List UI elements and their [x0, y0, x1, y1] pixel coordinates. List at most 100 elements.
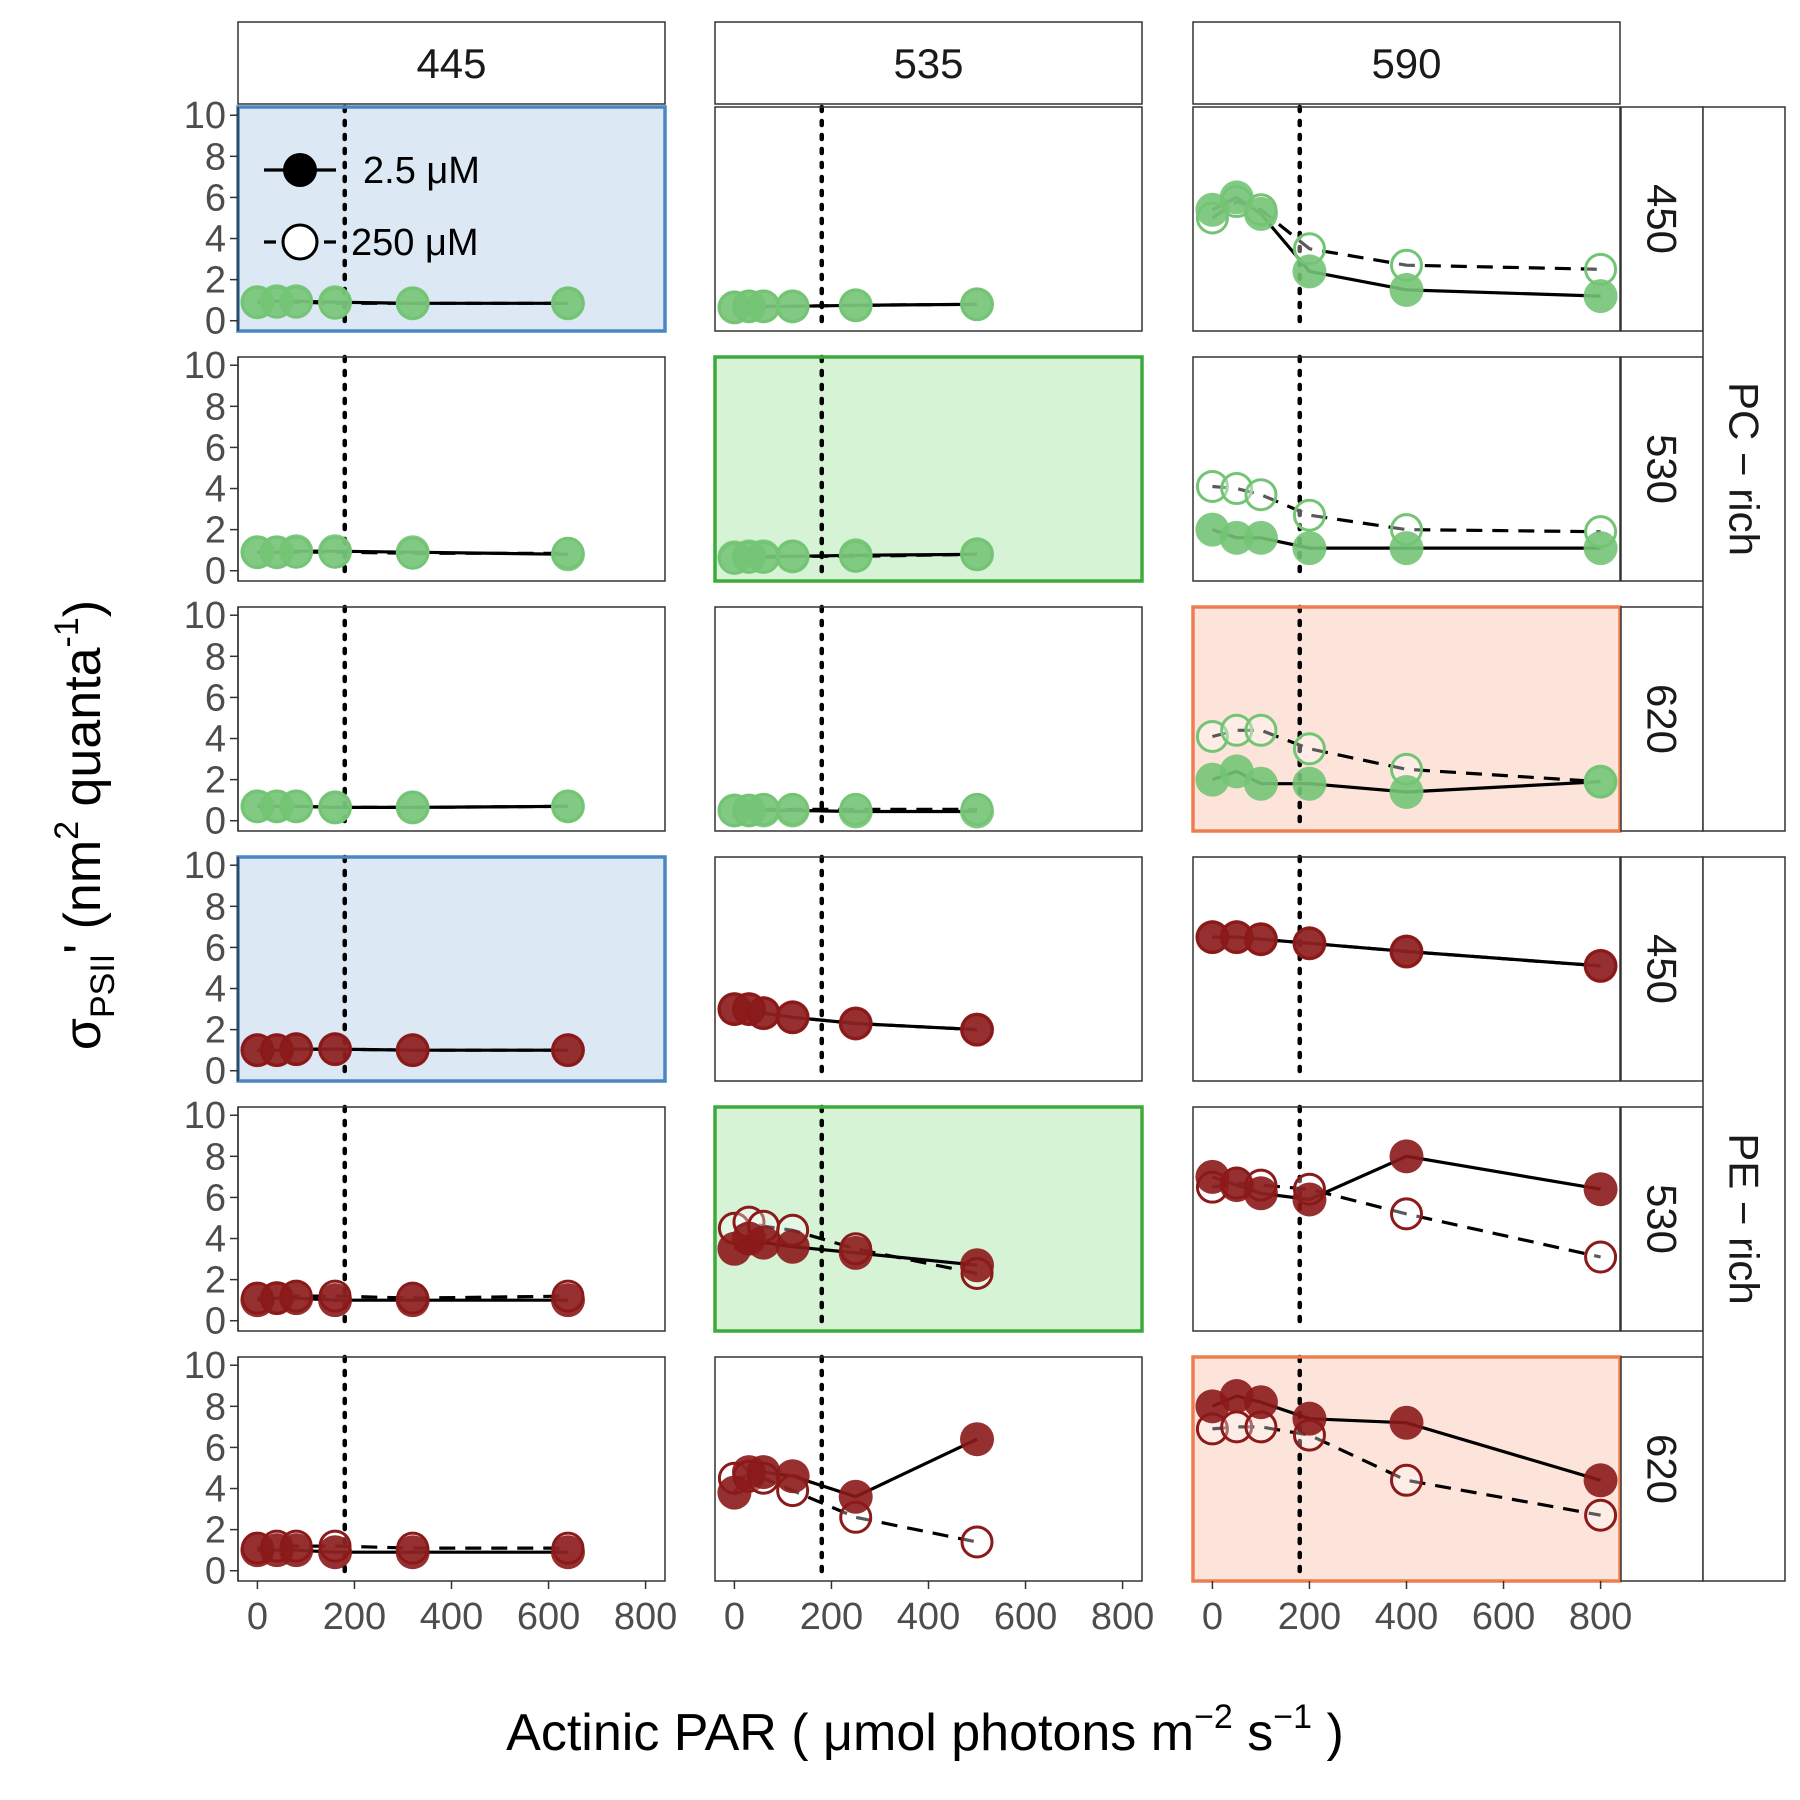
- y-tick-label: 0: [205, 301, 226, 343]
- panel-r3-c1: [714, 854, 1143, 1084]
- x-axis-label-sup1: −2: [1194, 1698, 1233, 1736]
- x-axis: 0 200 400 600 800: [1202, 1581, 1632, 1638]
- y-tick-label: 0: [205, 1301, 226, 1343]
- panel-r5-c2: 0 200 400 600 800: [1191, 1354, 1632, 1638]
- point-2-5uM: [1219, 180, 1254, 215]
- point-2-5uM: [1389, 934, 1424, 969]
- series-line-250uM: [257, 1544, 568, 1550]
- point-2-5uM: [550, 286, 585, 321]
- point-2-5uM: [1583, 1463, 1618, 1498]
- point-2-5uM: [279, 1533, 314, 1568]
- point-2-5uM: [1292, 1182, 1327, 1217]
- x-axis-label: Actinic PAR ( μmol photons m−2 s−1 ): [506, 1698, 1344, 1762]
- row-strip-box: [1620, 1356, 1704, 1582]
- y-axis-label-rest: ' (nm: [54, 840, 112, 954]
- y-tick-label: 10: [184, 345, 226, 387]
- x-tick-label: 200: [1278, 1596, 1341, 1638]
- column-strip-box: [237, 21, 666, 105]
- point-2-5uM: [960, 1422, 995, 1457]
- point-2-5uM: [395, 1535, 430, 1570]
- point-2-5uM: [746, 1225, 781, 1260]
- point-2-5uM: [1292, 531, 1327, 566]
- point-2-5uM: [775, 1229, 810, 1264]
- panel-border: [714, 856, 1143, 1082]
- row-strip-5: 620: [1620, 1356, 1704, 1582]
- y-axis-label-mid: quanta: [54, 647, 112, 821]
- x-tick-label: 800: [614, 1596, 677, 1638]
- point-2-5uM: [279, 1281, 314, 1316]
- y-tick-label: 6: [205, 1177, 226, 1219]
- point-2-5uM: [279, 789, 314, 824]
- point-2-5uM: [1583, 948, 1618, 983]
- x-tick-label: 0: [1202, 1596, 1223, 1638]
- panel-r1-c2: [1192, 354, 1621, 584]
- legend-entry-0: 2.5 μM: [264, 150, 480, 192]
- point-250uM: [1220, 472, 1254, 506]
- point-2-5uM: [395, 1033, 430, 1068]
- point-2-5uM: [746, 289, 781, 324]
- group-strip-box: [1702, 106, 1786, 832]
- y-tick-label: 2: [205, 1010, 226, 1052]
- y-axis-label-sup1: 2: [48, 821, 86, 840]
- point-250uM: [1220, 713, 1254, 747]
- legend: 2.5 μM 250 μM: [264, 150, 480, 264]
- x-tick-label: 800: [1569, 1596, 1632, 1638]
- row-strip-1: 530: [1620, 356, 1704, 582]
- row-strip-2: 620: [1620, 606, 1704, 832]
- x-tick-label: 400: [897, 1596, 960, 1638]
- group-strip-0: PC − rich: [1702, 106, 1786, 832]
- y-tick-label: 6: [205, 177, 226, 219]
- point-2-5uM: [1219, 920, 1254, 955]
- column-strip-label: 535: [893, 40, 963, 87]
- x-axis-label-sup2: −1: [1273, 1698, 1312, 1736]
- point-2-5uM: [550, 1535, 585, 1570]
- panel-border: [1191, 605, 1622, 833]
- point-2-5uM: [279, 284, 314, 319]
- x-tick-label: 200: [323, 1596, 386, 1638]
- point-2-5uM: [1389, 1405, 1424, 1440]
- y-tick-label: 4: [205, 1219, 226, 1261]
- y-tick-label: 6: [205, 427, 226, 469]
- y-tick-label: 0: [205, 1551, 226, 1593]
- point-2-5uM: [395, 1283, 430, 1318]
- column-strip-box: [714, 21, 1143, 105]
- point-2-5uM: [1583, 764, 1618, 799]
- y-tick-label: 8: [205, 886, 226, 928]
- point-250uM: [1244, 478, 1278, 512]
- panel-background: [715, 607, 1142, 831]
- x-axis-label-main: Actinic PAR ( μmol photons m: [506, 1704, 1194, 1762]
- point-2-5uM: [1195, 920, 1230, 955]
- column-strip-label: 445: [416, 40, 486, 87]
- row-strip-4: 530: [1620, 1106, 1704, 1332]
- point-2-5uM: [1583, 531, 1618, 566]
- y-tick-label: 2: [205, 760, 226, 802]
- panel-highlight-background: [715, 1107, 1142, 1331]
- y-tick-label: 6: [205, 927, 226, 969]
- point-250uM: [1584, 1240, 1618, 1274]
- point-250uM: [1584, 1498, 1618, 1532]
- y-tick-label: 4: [205, 969, 226, 1011]
- point-2-5uM: [395, 790, 430, 825]
- y-tick-label: 6: [205, 677, 226, 719]
- point-2-5uM: [1243, 766, 1278, 801]
- point-2-5uM: [1292, 926, 1327, 961]
- point-2-5uM: [318, 790, 353, 825]
- point-250uM: [1244, 713, 1278, 747]
- point-2-5uM: [550, 537, 585, 572]
- point-2-5uM: [550, 1033, 585, 1068]
- point-2-5uM: [838, 794, 873, 829]
- point-2-5uM: [775, 289, 810, 324]
- panel-r0-c1: [714, 104, 1143, 334]
- y-tick-label: 2: [205, 1260, 226, 1302]
- panel-border: [1192, 106, 1621, 332]
- y-tick-label: 10: [184, 1345, 226, 1387]
- point-2-5uM: [318, 534, 353, 569]
- point-2-5uM: [1292, 254, 1327, 289]
- group-strip-1: PE − rich: [1702, 856, 1786, 1582]
- y-tick-label: 0: [205, 1051, 226, 1093]
- row-strip-box: [1620, 856, 1704, 1082]
